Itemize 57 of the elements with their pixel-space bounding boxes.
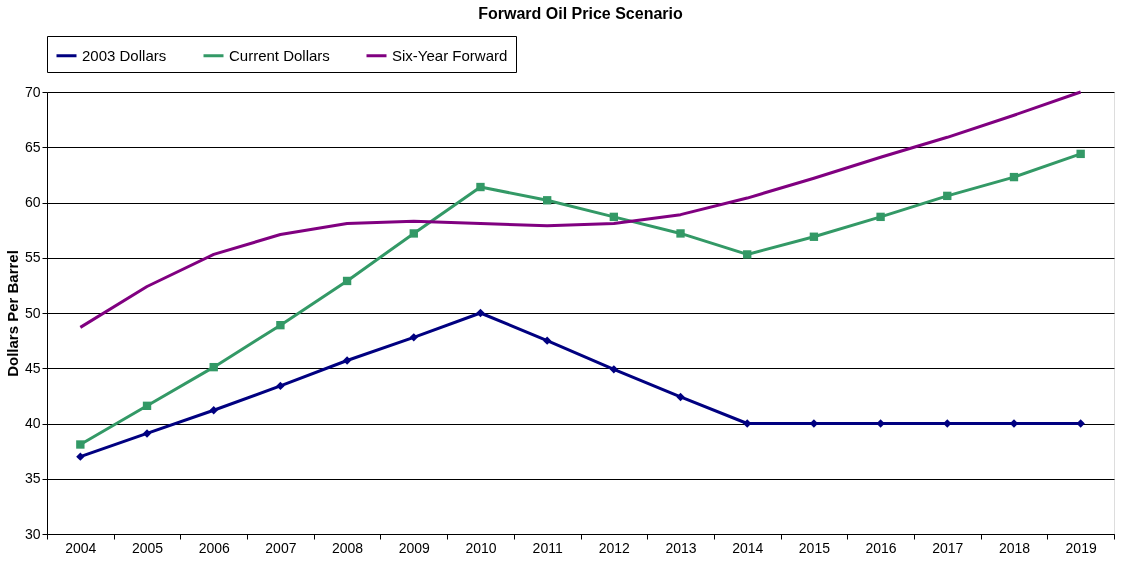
point [542,196,552,205]
legend-label: Current Dollars [229,46,330,64]
point [1076,149,1085,159]
y-tick-label: 35 [24,470,41,487]
y-tick-label: 65 [24,138,41,155]
line-series [78,90,1083,329]
x-tick-label: 2010 [465,539,497,556]
x-tick-label: 2005 [131,539,164,556]
point [142,429,152,438]
point [209,406,218,415]
point [142,401,152,410]
x-tick-label: 2011 [532,539,563,556]
x-tick-label: 2016 [865,539,897,556]
point [76,452,85,461]
y-axis-title: Dollars Per Barrel [3,250,21,377]
point [209,362,218,372]
y-tick-label: 50 [24,304,41,321]
point [76,440,85,449]
point [409,333,418,342]
x-tick-label: 2013 [665,539,697,556]
y-tick-label: 60 [24,194,41,210]
point [342,276,352,286]
x-tick-label: 2012 [598,539,631,556]
y-tick-label: 30 [24,525,41,542]
point [1009,172,1019,182]
point [676,229,685,238]
point [609,365,619,374]
legend-label: Six-Year Forward [392,46,508,64]
point [876,212,885,222]
y-tick-label: 70 [24,83,41,100]
x-tick-label: 2008 [332,539,364,556]
x-tick-label: 2014 [732,539,764,556]
y-tick-label: 55 [24,249,41,266]
legend-label: 2003 Dollars [82,46,167,64]
point [743,250,752,259]
y-tick-label: 45 [24,359,41,376]
point [276,320,285,330]
x-tick-label: 2007 [265,539,297,556]
point [476,308,485,318]
point [609,212,619,222]
x-tick-label: 2004 [65,539,97,556]
point [943,191,952,201]
point [809,232,819,241]
x-tick-label: 2018 [998,539,1031,556]
point [409,229,418,238]
x-tick-label: 2017 [932,539,964,556]
chart-title: Forward Oil Price Scenario [478,4,683,22]
y-tick-label: 40 [24,415,41,431]
x-tick-label: 2015 [798,539,831,556]
x-tick-label: 2009 [398,539,431,556]
x-tick-label: 2019 [1065,539,1097,556]
point [342,356,352,365]
point [476,182,485,192]
point [276,381,285,391]
point [542,336,552,345]
point [676,392,685,402]
x-tick-label: 2006 [198,539,230,556]
